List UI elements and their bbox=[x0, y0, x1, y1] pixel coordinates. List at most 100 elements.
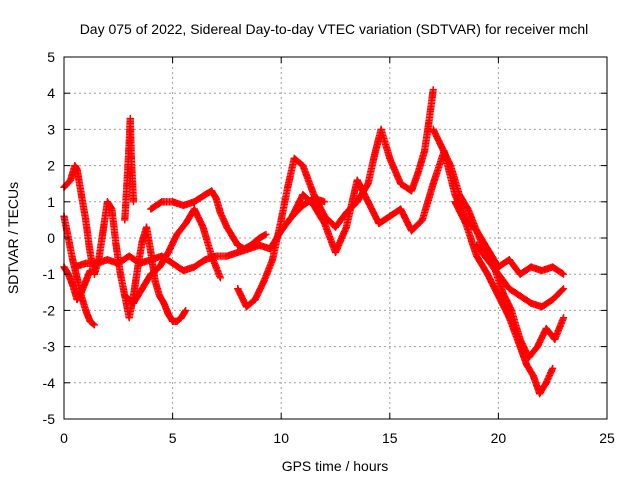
data-point bbox=[234, 248, 242, 256]
data-point bbox=[255, 234, 263, 242]
marker-trail bbox=[121, 114, 138, 224]
data-point bbox=[126, 115, 134, 123]
data-point bbox=[527, 263, 535, 271]
data-point bbox=[505, 285, 513, 293]
data-point bbox=[549, 364, 557, 372]
data-point bbox=[251, 296, 259, 304]
data-point bbox=[527, 299, 535, 307]
data-point bbox=[242, 303, 250, 311]
data-point bbox=[429, 125, 437, 133]
data-point bbox=[82, 216, 90, 224]
y-tick-label: -2 bbox=[43, 302, 56, 318]
data-point bbox=[462, 220, 470, 228]
data-point bbox=[90, 321, 98, 329]
data-point bbox=[73, 165, 81, 173]
data-point bbox=[538, 267, 546, 275]
data-point bbox=[212, 194, 220, 202]
data-point bbox=[560, 285, 568, 293]
marker-trail bbox=[234, 87, 437, 311]
data-point bbox=[73, 296, 81, 304]
data-point bbox=[429, 180, 437, 188]
data-point bbox=[86, 267, 94, 275]
data-point bbox=[147, 270, 155, 278]
data-point bbox=[386, 154, 394, 162]
data-point bbox=[438, 144, 446, 151]
data-point bbox=[130, 299, 138, 307]
data-point bbox=[125, 314, 133, 322]
data-point bbox=[397, 180, 405, 188]
data-point bbox=[169, 198, 177, 206]
data-point bbox=[138, 285, 146, 293]
axis-ticks bbox=[63, 56, 608, 420]
data-point bbox=[77, 191, 85, 199]
data-point bbox=[516, 270, 524, 278]
data-point bbox=[125, 140, 133, 148]
data-point bbox=[173, 317, 181, 325]
x-tick-label: 25 bbox=[599, 430, 615, 446]
data-point bbox=[408, 227, 416, 235]
data-point bbox=[516, 292, 524, 300]
data-point bbox=[277, 216, 285, 224]
data-point bbox=[201, 256, 209, 264]
data-point bbox=[199, 223, 207, 231]
data-point bbox=[342, 223, 350, 231]
data-point bbox=[455, 191, 463, 199]
data-point bbox=[332, 223, 339, 231]
data-point bbox=[255, 241, 263, 249]
data-point bbox=[103, 198, 111, 206]
data-point bbox=[121, 216, 129, 224]
y-tick-label: 2 bbox=[47, 158, 55, 174]
data-point bbox=[408, 187, 416, 195]
y-tick-label: -5 bbox=[43, 411, 56, 427]
data-point bbox=[429, 86, 437, 94]
data-point bbox=[82, 306, 90, 314]
data-point bbox=[216, 274, 224, 282]
data-point bbox=[549, 263, 557, 271]
data-point bbox=[158, 198, 166, 206]
data-point bbox=[425, 118, 433, 126]
data-point bbox=[377, 125, 385, 133]
data-point bbox=[108, 205, 116, 213]
data-point bbox=[86, 317, 94, 325]
data-point bbox=[240, 245, 248, 253]
data-point bbox=[277, 227, 285, 235]
data-point bbox=[494, 270, 502, 278]
data-point bbox=[182, 306, 190, 314]
data-point bbox=[156, 292, 164, 300]
data-point bbox=[147, 248, 155, 256]
data-point bbox=[71, 162, 79, 170]
data-point bbox=[397, 205, 405, 213]
data-point bbox=[473, 252, 481, 260]
data-point bbox=[82, 259, 90, 267]
data-point bbox=[147, 205, 155, 213]
data-point bbox=[173, 230, 181, 238]
series-trace-m bbox=[473, 241, 568, 311]
data-point bbox=[529, 372, 537, 380]
data-point bbox=[69, 256, 77, 264]
data-point bbox=[147, 256, 155, 264]
data-point bbox=[169, 259, 177, 267]
data-point bbox=[551, 335, 559, 343]
data-point bbox=[103, 256, 111, 264]
data-point bbox=[234, 241, 242, 249]
y-tick-label: 3 bbox=[47, 121, 55, 137]
data-point bbox=[90, 270, 98, 278]
data-point bbox=[549, 296, 557, 304]
data-point bbox=[208, 187, 216, 195]
data-point bbox=[421, 147, 429, 155]
data-point bbox=[505, 314, 513, 322]
data-point bbox=[164, 248, 172, 256]
data-point bbox=[123, 180, 131, 188]
data-point bbox=[143, 223, 151, 231]
x-tick-label: 20 bbox=[491, 430, 507, 446]
series-trace-h bbox=[234, 86, 437, 311]
series-trace-i bbox=[277, 147, 481, 257]
data-point bbox=[364, 180, 372, 188]
x-tick-label: 0 bbox=[60, 430, 68, 446]
data-point bbox=[262, 230, 270, 238]
data-point bbox=[499, 288, 507, 296]
data-point bbox=[234, 285, 242, 293]
data-point bbox=[190, 263, 198, 271]
data-point bbox=[190, 205, 198, 213]
data-point bbox=[516, 343, 524, 351]
